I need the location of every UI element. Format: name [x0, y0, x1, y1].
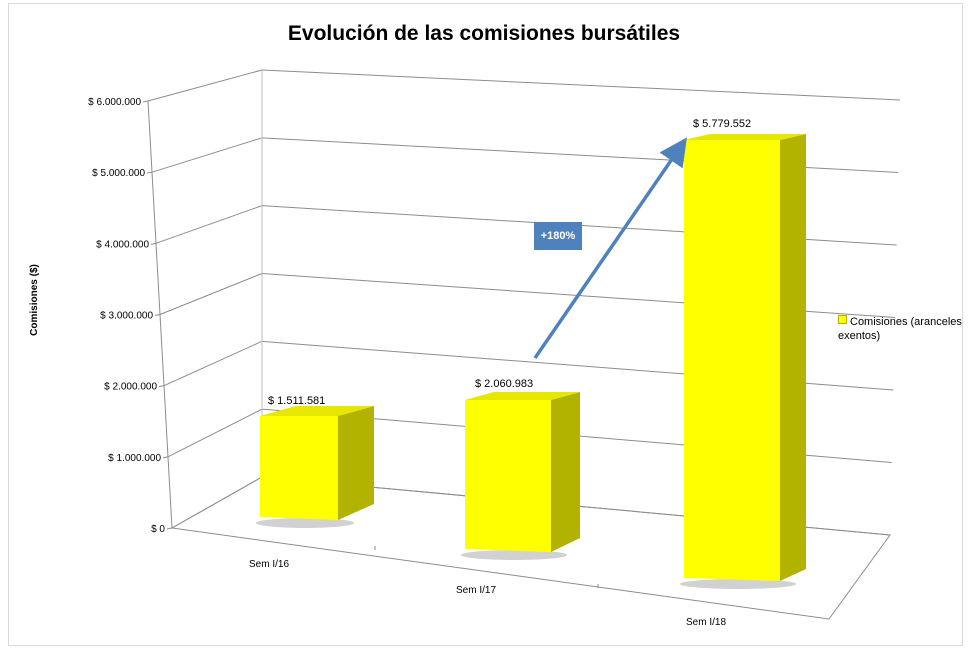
bar-top — [684, 134, 806, 140]
growth-arrow — [533, 137, 687, 359]
y-tick-label: $ 2.000.000 — [104, 382, 157, 393]
x-tick-label: Sem I/17 — [456, 585, 496, 596]
bar — [684, 140, 780, 581]
legend-swatch — [838, 315, 847, 324]
bar-top — [260, 406, 374, 416]
y-tick-mark — [142, 100, 149, 103]
floor — [170, 476, 891, 620]
gridline — [147, 69, 901, 102]
chart-frame — [8, 3, 963, 646]
bar — [260, 416, 338, 520]
chart-legend: Comisiones (aranceles exentos) — [838, 315, 966, 343]
chart-title: Evolución de las comisiones bursátiles — [287, 22, 681, 45]
data-label: $ 5.779.552 — [693, 118, 751, 130]
y-tick-mark — [150, 242, 157, 245]
bar-top — [465, 392, 580, 400]
data-label: $ 1.511.581 — [268, 395, 325, 407]
bar-side — [780, 134, 806, 581]
y-tick-mark — [158, 385, 165, 388]
y-tick-mark — [154, 314, 161, 316]
bar — [465, 400, 551, 552]
y-tick-label: $ 5.000.000 — [92, 168, 145, 179]
y-axis-title: Comisiones ($) — [29, 264, 40, 336]
y-tick-mark — [146, 171, 153, 174]
y-tick-label: $ 1.000.000 — [108, 453, 161, 464]
bar-side — [551, 392, 580, 552]
data-label: $ 2.060.983 — [475, 378, 533, 390]
y-tick-label: $ 0 — [151, 524, 165, 535]
legend-label: Comisiones (aranceles exentos) — [838, 316, 962, 342]
bar-shadow — [256, 518, 354, 528]
x-tick-label: Sem I/16 — [249, 559, 289, 570]
growth-callout: +180% — [534, 222, 582, 250]
bar-side — [338, 406, 374, 520]
y-tick-label: $ 3.000.000 — [100, 311, 153, 322]
bar-shadow — [680, 579, 796, 589]
bar-shadow — [461, 550, 567, 560]
y-tick-label: $ 6.000.000 — [88, 97, 141, 108]
y-axis-line — [147, 100, 173, 529]
y-tick-mark — [162, 456, 169, 459]
x-tick-label: Sem I/18 — [686, 617, 726, 628]
y-tick-label: $ 4.000.000 — [96, 239, 149, 250]
